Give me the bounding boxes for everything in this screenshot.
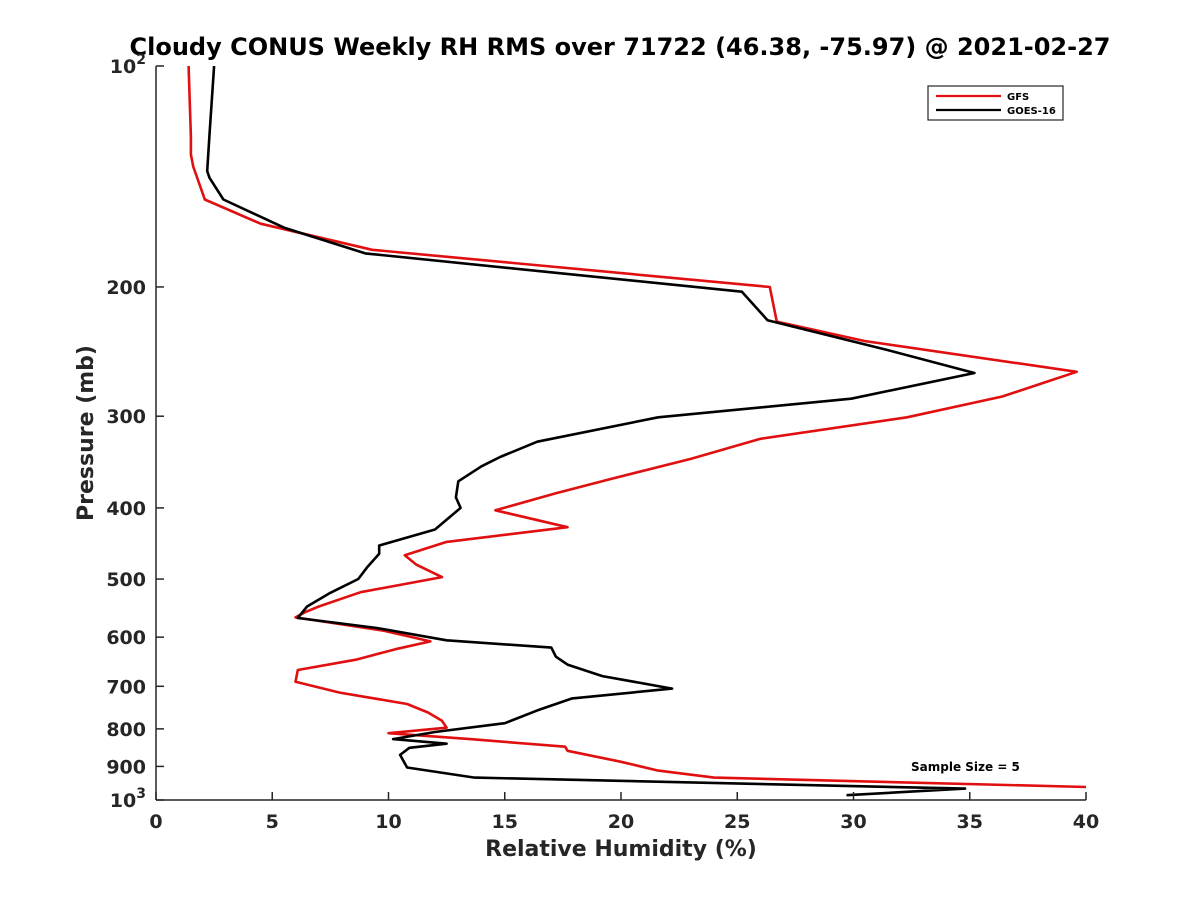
x-tick-label: 10 bbox=[375, 811, 401, 833]
x-tick-label: 15 bbox=[492, 811, 518, 833]
y-tick-label: 800 bbox=[106, 719, 146, 741]
y-tick-label: 103 bbox=[110, 786, 146, 812]
chart-title: Cloudy CONUS Weekly RH RMS over 71722 (4… bbox=[130, 33, 1111, 61]
y-tick-label: 400 bbox=[106, 498, 146, 520]
y-tick-label: 900 bbox=[106, 756, 146, 778]
y-tick-label: 102 bbox=[110, 52, 146, 78]
y-ticks: 102 200 300 400 500 600 700 800 900 103 bbox=[106, 52, 164, 812]
y-tick-label: 700 bbox=[106, 676, 146, 698]
sample-size-annotation: Sample Size = 5 bbox=[911, 760, 1020, 774]
legend: GFS GOES-16 bbox=[927, 85, 1064, 121]
plot-area bbox=[155, 65, 1087, 801]
x-tick-label: 20 bbox=[608, 811, 634, 833]
legend-label-gfs: GFS bbox=[1007, 92, 1029, 103]
x-axis-label: Relative Humidity (%) bbox=[485, 837, 757, 862]
series-line-goes-16 bbox=[205, 65, 976, 797]
x-tick-label: 0 bbox=[149, 811, 162, 833]
legend-box bbox=[927, 85, 1064, 121]
y-axis-label: Pressure (mb) bbox=[74, 345, 99, 521]
legend-label-goes-16: GOES-16 bbox=[1007, 106, 1056, 117]
y-tick-label: 200 bbox=[106, 277, 146, 299]
x-ticks: 0 5 10 15 20 25 30 35 40 bbox=[149, 792, 1099, 833]
y-tick-label: 500 bbox=[106, 569, 146, 591]
x-tick-label: 5 bbox=[266, 811, 279, 833]
x-tick-label: 35 bbox=[957, 811, 983, 833]
series-line-gfs bbox=[187, 65, 1087, 789]
x-tick-label: 30 bbox=[840, 811, 866, 833]
x-tick-label: 25 bbox=[724, 811, 750, 833]
x-tick-label: 40 bbox=[1073, 811, 1099, 833]
y-tick-label: 600 bbox=[106, 627, 146, 649]
series-layer bbox=[187, 65, 1087, 797]
y-tick-label: 300 bbox=[106, 406, 146, 428]
